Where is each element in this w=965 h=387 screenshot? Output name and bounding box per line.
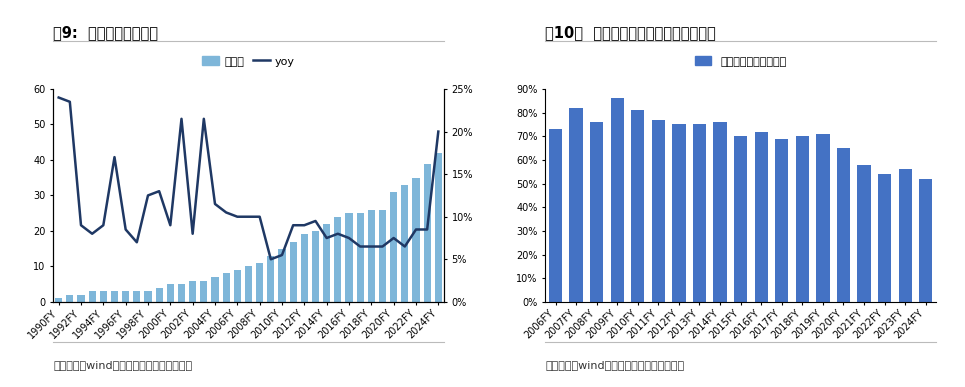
Bar [345, 213, 352, 302]
Bar [99, 291, 107, 302]
Bar [549, 129, 563, 302]
Legend: 会员费占营业利润比例: 会员费占营业利润比例 [690, 52, 791, 71]
Text: 图9:  公司会员收入增速: 图9: 公司会员收入增速 [53, 25, 158, 40]
Bar [290, 241, 297, 302]
Bar [401, 185, 408, 302]
Bar [898, 170, 912, 302]
Bar [837, 148, 850, 302]
Bar [424, 163, 430, 302]
Bar [590, 122, 603, 302]
Bar [155, 288, 163, 302]
Bar [713, 122, 727, 302]
Bar [631, 110, 645, 302]
Bar [569, 108, 583, 302]
Bar [77, 295, 85, 302]
Bar [673, 125, 685, 302]
Bar [368, 210, 375, 302]
Bar [267, 256, 274, 302]
Bar [857, 165, 870, 302]
Bar [412, 178, 420, 302]
Bar [67, 295, 73, 302]
Bar [234, 270, 241, 302]
Bar [89, 291, 96, 302]
Bar [301, 235, 308, 302]
Bar [312, 231, 319, 302]
Bar [200, 281, 207, 302]
Bar [133, 291, 141, 302]
Bar [775, 139, 788, 302]
Bar [816, 134, 830, 302]
Bar [651, 120, 665, 302]
Bar [178, 284, 185, 302]
Bar [379, 210, 386, 302]
Bar [256, 263, 263, 302]
Bar [878, 174, 892, 302]
Bar [167, 284, 174, 302]
Bar [145, 291, 152, 302]
Bar [189, 281, 196, 302]
Bar [278, 248, 286, 302]
Bar [245, 266, 252, 302]
Legend: 会员费, yoy: 会员费, yoy [198, 52, 299, 71]
Bar [211, 277, 219, 302]
Bar [55, 298, 63, 302]
Bar [611, 98, 624, 302]
Bar [334, 217, 342, 302]
Bar [356, 213, 364, 302]
Bar [919, 179, 932, 302]
Text: 资料来源：wind、国信证券经济研究所整理: 资料来源：wind、国信证券经济研究所整理 [545, 360, 684, 370]
Bar [323, 224, 330, 302]
Bar [734, 136, 747, 302]
Bar [122, 291, 129, 302]
Text: 资料来源：wind、国信证券经济研究所整理: 资料来源：wind、国信证券经济研究所整理 [53, 360, 192, 370]
Bar [434, 153, 442, 302]
Text: 图10：  公司会员费在营业利润中的比例: 图10： 公司会员费在营业利润中的比例 [545, 25, 716, 40]
Bar [796, 136, 809, 302]
Bar [390, 192, 398, 302]
Bar [111, 291, 118, 302]
Bar [223, 274, 230, 302]
Bar [693, 125, 706, 302]
Bar [755, 132, 768, 302]
